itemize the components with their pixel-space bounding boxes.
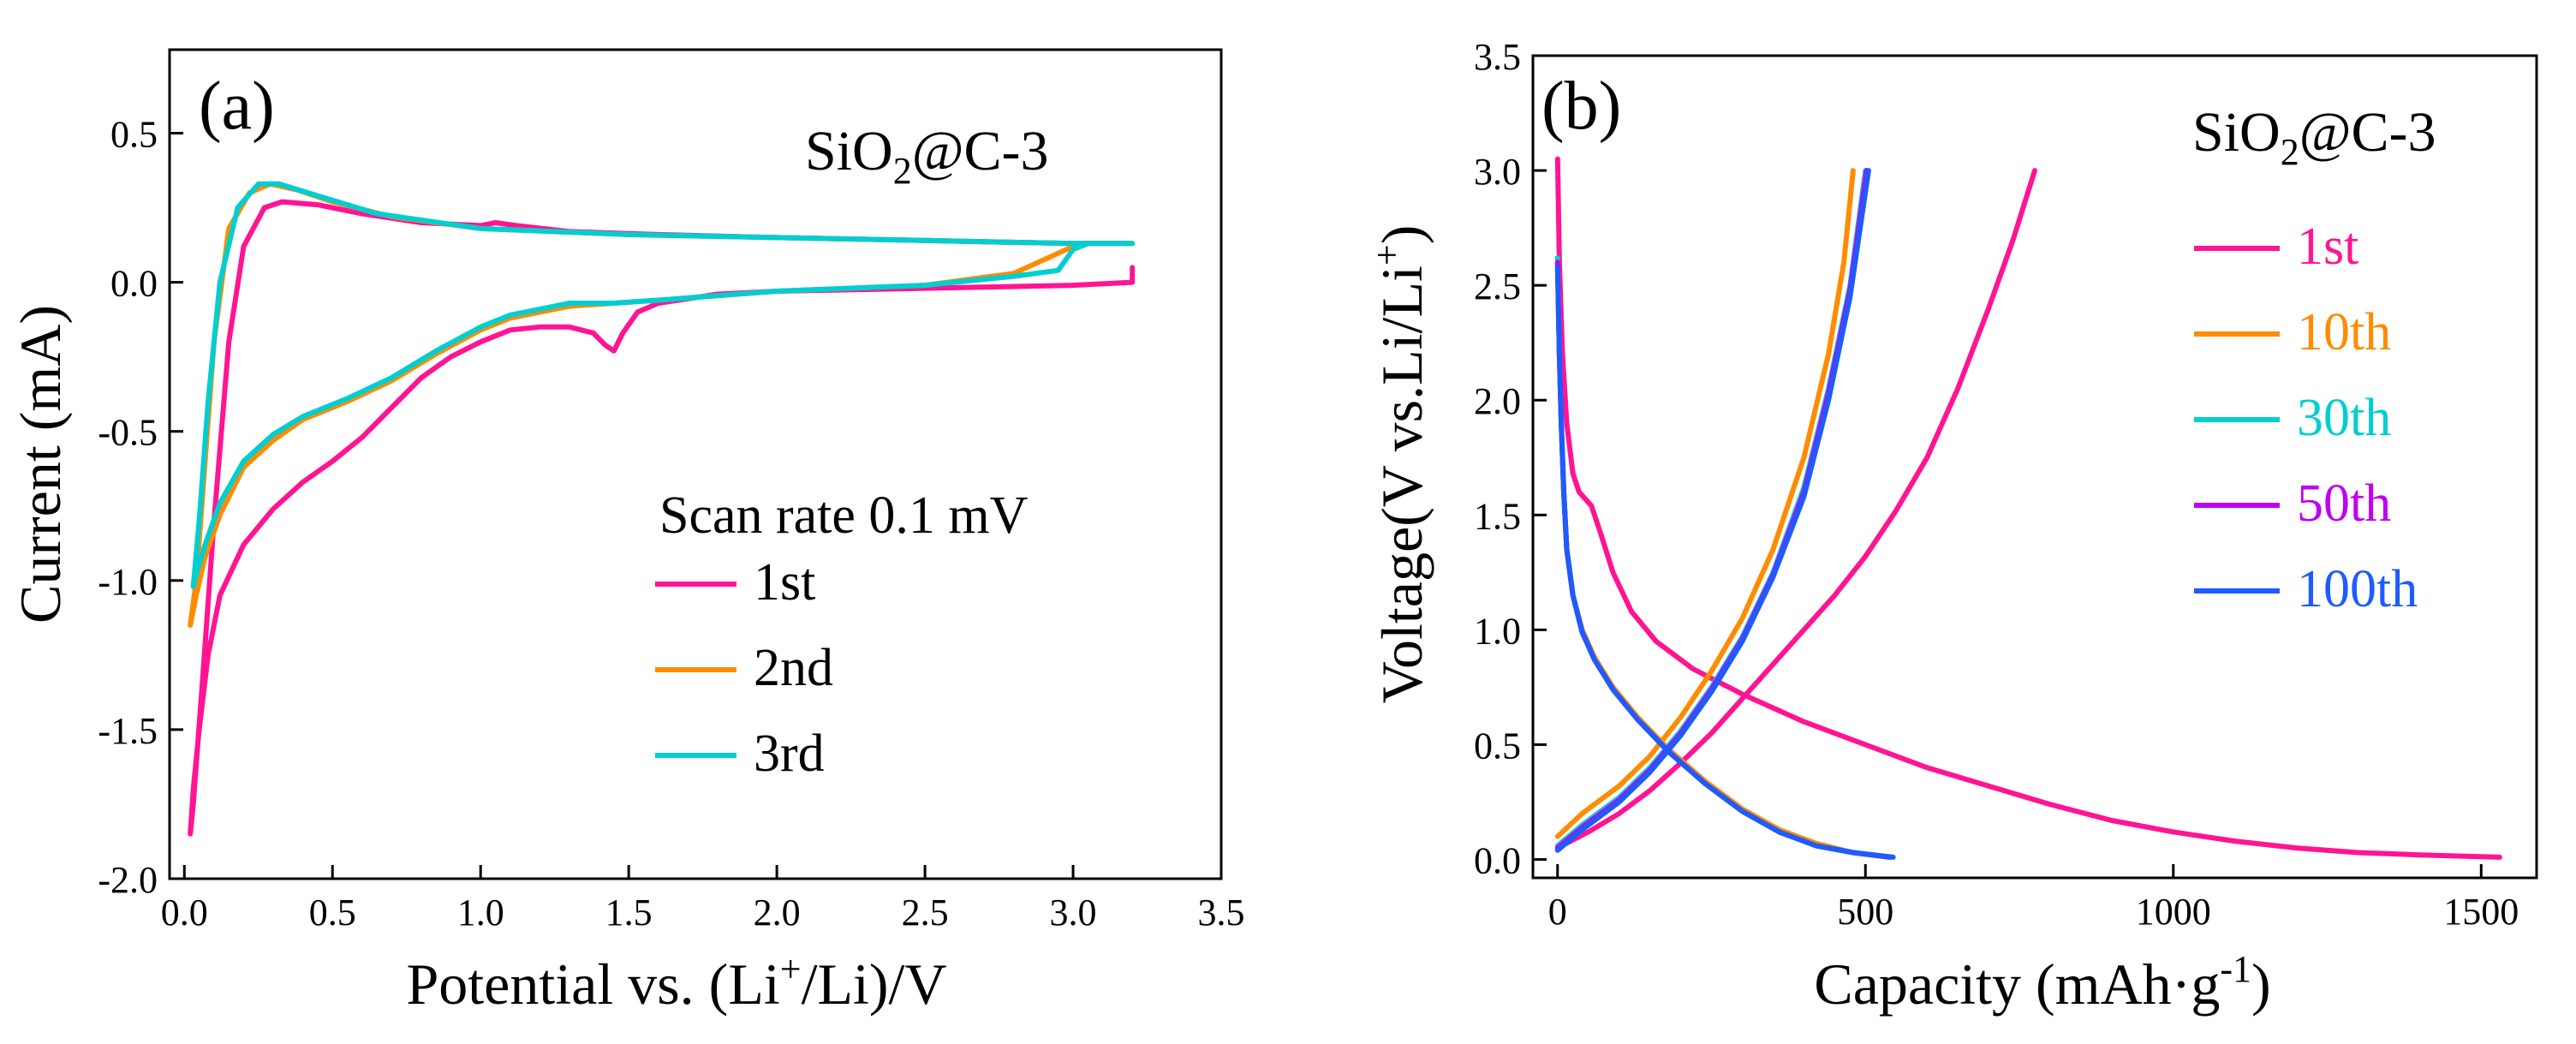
panel-b-y-tick-label: 3.5 bbox=[1474, 36, 1521, 78]
panel-b-legend-label-1st: 1st bbox=[2297, 218, 2358, 276]
panel-a-y-tick-label: 0.0 bbox=[110, 263, 158, 305]
panel-b-y-tick-label: 3.0 bbox=[1474, 151, 1521, 193]
panel-a-x-tick-label: 0.5 bbox=[309, 892, 356, 934]
panel-b-ticks: 0 500 1000 1500 0.0 0.5 1.0 1.5 2.0 2.5 3.0 3.5 bbox=[1474, 36, 2519, 933]
panel-b-plot-frame bbox=[1531, 54, 2538, 880]
panel-a-legend-label-1st: 1st bbox=[754, 553, 815, 611]
panel-a-y-tick-label: -1.5 bbox=[98, 710, 158, 752]
panel-b-sample-label: SiO2@C-3 bbox=[2192, 101, 2436, 173]
panel-a-y-tick-label: 0.5 bbox=[110, 113, 158, 155]
panel-a-x-tick-label: 2.5 bbox=[902, 892, 949, 934]
panel-a-x-tick-label: 1.0 bbox=[457, 892, 504, 934]
panel-b-legend-label-30th: 30th bbox=[2297, 389, 2391, 447]
panel-a-series-3rd-line bbox=[190, 181, 1136, 589]
panel-a-series-1st-line bbox=[188, 199, 1136, 837]
panel-b-label: (b) bbox=[1541, 69, 1621, 144]
panel-b-legend: 1st 10th 30th 50th 100th bbox=[2194, 218, 2418, 618]
panel-b-y-tick-label: 0.0 bbox=[1474, 840, 1521, 882]
panel-a-legend-label-3rd: 3rd bbox=[754, 725, 825, 783]
panel-b-y-tick-label: 2.5 bbox=[1474, 265, 1521, 307]
panel-b-series-1st-charge-line bbox=[1554, 168, 2037, 851]
panel-a-y-tick-label: -2.0 bbox=[98, 859, 158, 901]
panel-b-x-tick-label: 1500 bbox=[2443, 891, 2519, 933]
panel-b-x-tick-label: 0 bbox=[1548, 891, 1567, 933]
panel-b-x-tick-label: 1000 bbox=[2136, 891, 2211, 933]
panel-b-legend-label-50th: 50th bbox=[2297, 474, 2391, 533]
panel-a-y-tick-label: -0.5 bbox=[98, 412, 158, 454]
panel-b-x-axis-label: Capacity (mAh·g-1) bbox=[1814, 948, 2270, 1017]
panel-a-sample-label: SiO2@C-3 bbox=[805, 120, 1049, 192]
panel-b-series-30th-charge-line bbox=[1554, 168, 1869, 849]
panel-a-curves bbox=[188, 181, 1136, 837]
panel-b-curves bbox=[1554, 156, 2502, 860]
panel-a: 0.0 0.5 1.0 1.5 2.0 2.5 3.0 3.5 0.5 0.0 -0.5 -1.0 -1… bbox=[8, 48, 1245, 1017]
panel-a-x-tick-label: 3.0 bbox=[1050, 892, 1097, 934]
panel-b-y-axis-label: Voltage(V vs.Li/Li+) bbox=[1366, 225, 1434, 704]
panel-a-x-tick-label: 2.0 bbox=[754, 892, 801, 934]
panel-b-x-tick-label: 500 bbox=[1837, 891, 1893, 933]
panel-a-ticks: 0.0 0.5 1.0 1.5 2.0 2.5 3.0 3.5 0.5 0.0 -0.5 -1.0 -1… bbox=[98, 113, 1244, 934]
panel-a-y-tick-label: -1.0 bbox=[98, 561, 158, 603]
panel-b-series-50th-charge-line bbox=[1554, 168, 1869, 851]
panel-a-x-tick-label: 3.5 bbox=[1198, 892, 1245, 934]
panel-a-y-axis-label: Current (mA) bbox=[8, 305, 73, 623]
panel-b-y-tick-label: 2.0 bbox=[1474, 380, 1521, 422]
panel-a-legend-title: Scan rate 0.1 mV bbox=[659, 486, 1029, 545]
panel-b-series-10th-charge-line bbox=[1554, 168, 1856, 839]
panel-a-x-tick-label: 1.5 bbox=[605, 892, 653, 934]
panel-a-legend: Scan rate 0.1 mV 1st 2nd 3rd bbox=[655, 486, 1029, 783]
panel-b-legend-label-10th: 10th bbox=[2297, 303, 2391, 361]
panel-b-legend-label-100th: 100th bbox=[2297, 560, 2418, 618]
panel-b: 0 500 1000 1500 0.0 0.5 1.0 1.5 2.0 2.5 3.0 3.5 (b)… bbox=[1366, 36, 2538, 1017]
panel-a-plot-frame bbox=[168, 48, 1223, 880]
panel-b-y-tick-label: 1.5 bbox=[1474, 495, 1521, 537]
panel-a-legend-label-2nd: 2nd bbox=[754, 639, 833, 697]
panel-b-y-tick-label: 0.5 bbox=[1474, 725, 1521, 767]
panel-b-y-tick-label: 1.0 bbox=[1474, 610, 1521, 652]
panel-b-series-100th-discharge-line bbox=[1554, 264, 1896, 860]
panel-a-label: (a) bbox=[199, 69, 275, 144]
panel-a-x-axis-label: Potential vs. (Li+/Li)/V bbox=[406, 948, 946, 1017]
panel-b-series-100th-charge-line bbox=[1554, 168, 1871, 853]
panel-a-x-tick-label: 0.0 bbox=[161, 892, 208, 934]
